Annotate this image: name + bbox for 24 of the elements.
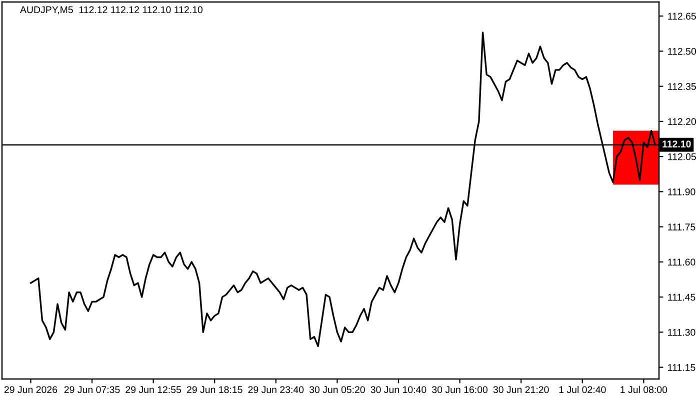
y-tick-label: 111.60 xyxy=(668,258,696,266)
x-tick-label: 29 Jun 2026 xyxy=(4,386,58,394)
chart-title: AUDJPY,M5 112.12 112.12 112.10 112.10 xyxy=(20,6,203,14)
y-tick-label: 111.75 xyxy=(668,224,696,230)
x-tick-label: 29 Jun 18:15 xyxy=(186,386,242,394)
x-tick-label: 1 Jul 02:40 xyxy=(559,386,606,394)
x-tick-label: 30 Jun 16:00 xyxy=(432,386,488,394)
x-tick-label: 30 Jun 05:20 xyxy=(309,386,365,394)
x-tick-label: 29 Jun 07:35 xyxy=(64,386,120,394)
y-tick-label: 111.15 xyxy=(668,364,696,371)
ref-line-label: 112.10 xyxy=(662,140,691,148)
x-tick-label: 29 Jun 12:55 xyxy=(126,386,182,394)
y-tick-label: 112.35 xyxy=(668,83,696,90)
x-tick-label: 30 Jun 10:40 xyxy=(370,386,426,394)
y-tick-label: 112.05 xyxy=(668,153,696,160)
y-tick-label: 111.90 xyxy=(668,188,696,196)
x-tick-label: 1 Jul 08:00 xyxy=(620,386,668,394)
y-tick-label: 112.20 xyxy=(668,118,696,126)
x-tick-label: 30 Jun 21:20 xyxy=(493,386,549,394)
x-tick-label: 29 Jun 23:40 xyxy=(248,386,304,394)
y-tick-label: 112.65 xyxy=(668,12,696,20)
y-tick-label: 111.30 xyxy=(668,328,696,336)
y-tick-label: 111.45 xyxy=(668,294,696,301)
y-tick-label: 112.50 xyxy=(668,48,696,55)
